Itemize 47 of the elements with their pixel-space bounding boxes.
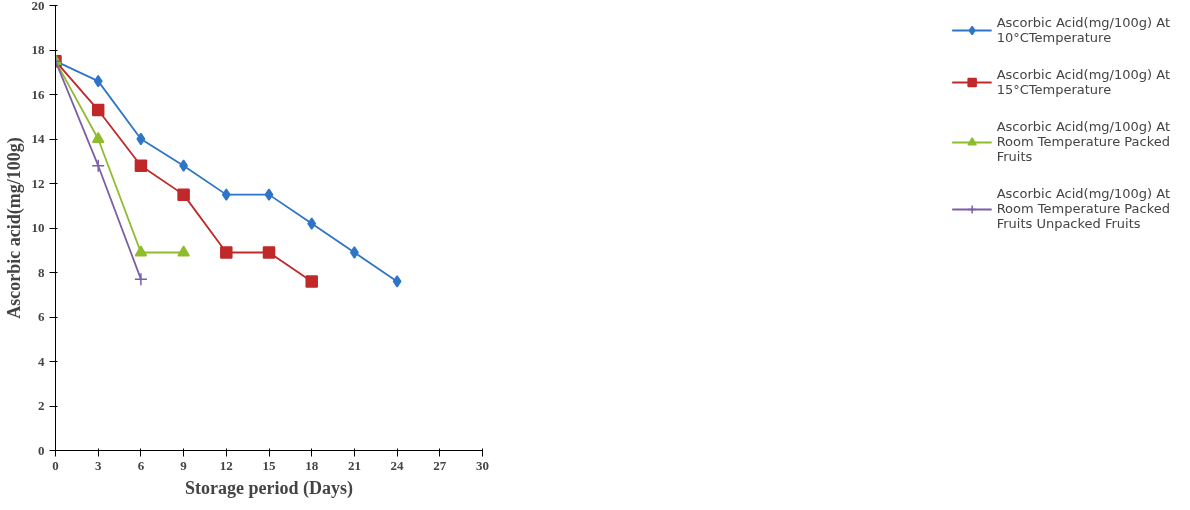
y-tick-label: 2 bbox=[38, 398, 45, 413]
y-tick-label: 20 bbox=[31, 0, 45, 13]
point bbox=[91, 103, 105, 117]
point bbox=[179, 159, 189, 172]
point bbox=[392, 275, 402, 288]
point bbox=[262, 246, 276, 259]
legend-label: Ascorbic Acid(mg/100g) At 10°CTemperature bbox=[996, 15, 1170, 45]
point bbox=[177, 245, 190, 257]
y-tick-label: 16 bbox=[31, 86, 45, 102]
y-axis-title: Ascorbic acid(mg/100g) bbox=[3, 137, 25, 319]
x-tick-label: 15 bbox=[262, 457, 276, 473]
point bbox=[91, 131, 105, 143]
point bbox=[134, 272, 148, 286]
point bbox=[93, 74, 103, 88]
x-tick-label: 3 bbox=[94, 457, 102, 473]
x-axis-title: Storage period (Days) bbox=[185, 477, 353, 499]
x-tick-label: 21 bbox=[347, 457, 361, 473]
x-tick-label: 0 bbox=[52, 457, 59, 473]
x-tick-label: 9 bbox=[180, 457, 188, 473]
legend-label: Ascorbic Acid(mg/100g) At Room Temperature Packed Fruits Unpacked Fruits bbox=[996, 186, 1170, 231]
x-tick-label: 24 bbox=[390, 457, 405, 473]
point bbox=[177, 188, 190, 201]
point bbox=[134, 245, 148, 257]
point bbox=[264, 188, 274, 201]
x-tick-label: 30 bbox=[476, 457, 489, 473]
y-tick-label: 0 bbox=[38, 442, 45, 458]
y-tick-label: 12 bbox=[31, 175, 45, 191]
x-tick-label: 12 bbox=[219, 457, 233, 473]
x-tick-label: 27 bbox=[433, 457, 447, 473]
point bbox=[349, 246, 359, 259]
y-tick-label: 18 bbox=[31, 42, 45, 57]
x-tick-label: 6 bbox=[137, 457, 145, 473]
y-tick-label: 6 bbox=[38, 309, 45, 324]
y-tick-label: 4 bbox=[38, 353, 45, 369]
point bbox=[91, 158, 105, 173]
y-tick-label: 10 bbox=[31, 220, 45, 235]
legend-label: Ascorbic Acid(mg/100g) At 15°CTemperature bbox=[996, 67, 1170, 97]
point bbox=[220, 246, 233, 259]
point bbox=[305, 275, 318, 288]
point bbox=[307, 217, 317, 230]
point bbox=[136, 132, 146, 146]
y-tick-label: 8 bbox=[38, 264, 45, 280]
point bbox=[134, 159, 148, 172]
x-tick-label: 18 bbox=[305, 457, 319, 473]
point bbox=[221, 188, 231, 201]
legend-label: Ascorbic Acid(mg/100g) At Room Temperature Packed Fruits bbox=[996, 119, 1170, 164]
y-tick-label: 14 bbox=[31, 131, 45, 146]
